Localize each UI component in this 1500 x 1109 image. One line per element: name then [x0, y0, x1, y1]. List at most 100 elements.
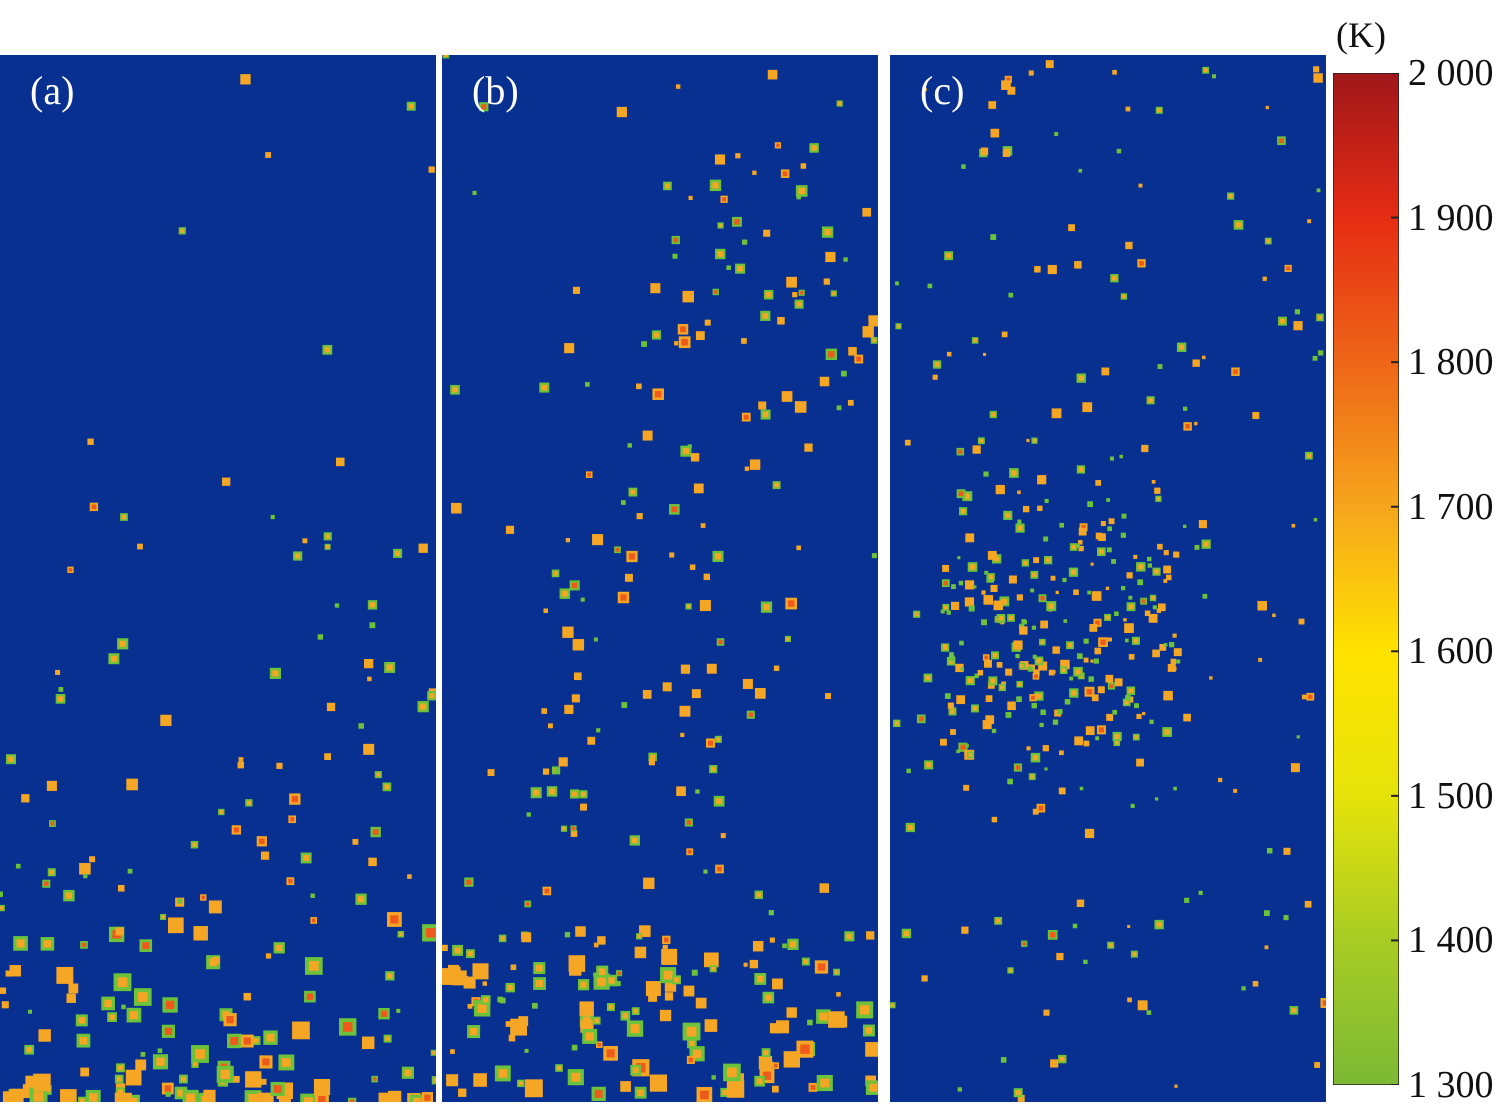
hot-spot [1091, 591, 1102, 601]
hot-spot [848, 347, 857, 356]
hot-spot [695, 331, 705, 341]
hot-spot [949, 652, 954, 657]
hot-spot [596, 1041, 603, 1048]
hot-spot [964, 597, 975, 607]
hot-spot [1013, 640, 1023, 650]
hot-spot [990, 234, 997, 240]
hot-spot [179, 1074, 188, 1084]
hot-spot [696, 1087, 713, 1102]
hot-spot [636, 383, 642, 390]
hot-spot [260, 851, 270, 860]
hot-spot [137, 543, 143, 550]
hot-spot [1096, 725, 1106, 735]
hot-spot [674, 341, 679, 346]
hot-spot [417, 701, 429, 713]
hot-spot [1289, 1006, 1299, 1015]
hot-spot [985, 715, 995, 724]
hot-spot [760, 601, 773, 613]
hot-spot [752, 940, 764, 952]
hot-spot [126, 1007, 142, 1023]
hot-spot [695, 997, 707, 1009]
hot-spot [1241, 986, 1246, 991]
hot-spot [626, 1020, 644, 1037]
hot-spot [794, 299, 804, 309]
hot-spot [695, 789, 700, 794]
hot-spot [662, 682, 672, 692]
hot-spot [1173, 648, 1182, 657]
hot-spot [1162, 727, 1173, 737]
hot-spot [1078, 545, 1084, 552]
hot-spot [856, 1001, 874, 1019]
hot-spot [709, 965, 717, 973]
hot-spot [1078, 527, 1087, 536]
hot-spot [680, 445, 692, 457]
hot-spot [451, 502, 462, 514]
hot-spot [1083, 959, 1088, 965]
hot-spot [1042, 745, 1049, 752]
hot-spot [686, 848, 694, 856]
hot-spot [369, 622, 376, 629]
hot-spot [9, 965, 21, 977]
hot-spot [1272, 613, 1276, 618]
hot-spot [1318, 350, 1324, 356]
hot-spot [642, 690, 652, 699]
hot-spot [46, 780, 57, 791]
hot-spot [828, 1011, 845, 1028]
hot-spot [541, 708, 548, 714]
hot-spot [844, 931, 855, 942]
hot-spot [642, 430, 653, 441]
hot-spot [167, 917, 184, 934]
hot-spot [1137, 259, 1146, 268]
hot-spot [558, 757, 568, 767]
hot-spot [801, 957, 810, 966]
hot-spot [575, 926, 586, 937]
hot-spot [615, 970, 623, 977]
hot-spot [847, 399, 854, 406]
hot-spot [1030, 752, 1041, 763]
hot-spot [904, 439, 911, 446]
hot-spot [983, 595, 994, 605]
hot-spot [823, 278, 830, 285]
colorbar-tick-label: 1 700 [1408, 485, 1494, 528]
hot-spot [1183, 524, 1187, 529]
hot-spot [940, 609, 945, 614]
hot-spot [1047, 930, 1058, 940]
hot-spot [796, 545, 801, 551]
hot-spot [1262, 276, 1267, 281]
hot-spot [927, 283, 933, 289]
hot-spot [1166, 574, 1172, 581]
hot-spot [663, 181, 672, 191]
hot-spot [1087, 501, 1093, 508]
hot-spot [1034, 656, 1044, 666]
hot-spot [957, 556, 961, 560]
hot-spot [582, 1028, 598, 1044]
hot-spot [709, 765, 718, 774]
hot-spot [378, 1092, 397, 1102]
hot-spot [508, 1034, 516, 1042]
hot-spot [924, 760, 934, 770]
hot-spot [1000, 1057, 1007, 1063]
hot-spot [749, 459, 761, 470]
hot-spot [1104, 613, 1112, 621]
hot-spot [1073, 589, 1079, 596]
hot-spot [374, 771, 382, 779]
hot-spot [1059, 666, 1068, 674]
hot-spot [428, 166, 435, 173]
hot-spot [101, 996, 115, 1011]
hot-spot [1021, 559, 1030, 567]
panel-a-plot [0, 74, 436, 1102]
hot-spot [1202, 66, 1210, 74]
hot-spot [302, 538, 308, 544]
hot-spot [628, 487, 638, 497]
hot-spot [368, 857, 377, 867]
hot-spot [1095, 532, 1103, 540]
hot-spot [688, 195, 693, 200]
hot-spot [1089, 623, 1098, 632]
hot-spot [565, 538, 571, 543]
hot-spot [1122, 698, 1131, 707]
hot-spot [5, 970, 12, 977]
hot-spot [1007, 967, 1014, 974]
hot-spot [47, 868, 56, 877]
hot-spot [1163, 579, 1168, 583]
hot-spot [662, 944, 668, 951]
